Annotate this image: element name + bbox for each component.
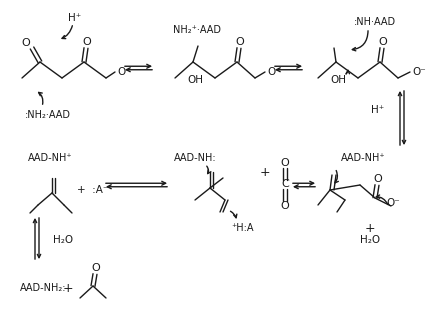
Text: O⁻: O⁻ (117, 67, 131, 77)
Text: H⁺: H⁺ (68, 13, 82, 23)
Text: AAD-NH₂:: AAD-NH₂: (20, 283, 66, 293)
Text: AAD-NH⁺: AAD-NH⁺ (341, 153, 385, 163)
Text: O: O (374, 174, 382, 184)
Text: H₂O: H₂O (360, 235, 380, 245)
Text: O: O (22, 38, 30, 48)
Text: NH₂⁺·AAD: NH₂⁺·AAD (173, 25, 221, 35)
Text: O: O (281, 158, 290, 168)
Text: H⁺: H⁺ (371, 105, 385, 115)
Text: +: + (62, 282, 73, 295)
Text: O: O (281, 201, 290, 211)
Text: +: + (365, 222, 375, 234)
Text: AAD-NH:: AAD-NH: (174, 153, 216, 163)
Text: O: O (92, 263, 100, 273)
Text: H₂O: H₂O (53, 235, 73, 245)
Text: +  :A⁻: + :A⁻ (77, 185, 109, 195)
Text: +: + (260, 167, 270, 179)
Text: O⁻: O⁻ (412, 67, 426, 77)
Text: O: O (379, 37, 387, 47)
Text: ⁺H:A: ⁺H:A (232, 223, 254, 233)
Text: OH: OH (187, 75, 203, 85)
Text: OH: OH (330, 75, 346, 85)
Text: :NH₂·AAD: :NH₂·AAD (25, 110, 71, 120)
Text: O⁻: O⁻ (267, 67, 281, 77)
Text: O⁻: O⁻ (386, 198, 400, 208)
Text: O: O (83, 37, 92, 47)
Text: AAD-NH⁺: AAD-NH⁺ (28, 153, 72, 163)
Text: O: O (236, 37, 244, 47)
Text: C: C (281, 179, 289, 189)
Text: :NH·AAD: :NH·AAD (354, 17, 396, 27)
